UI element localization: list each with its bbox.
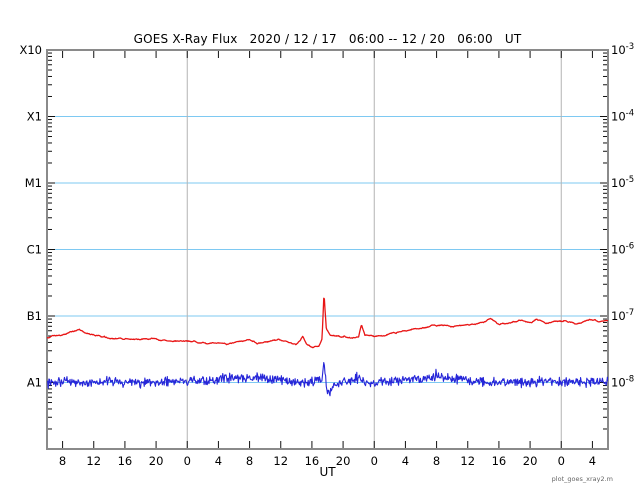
decade-gridlines [47, 116, 608, 383]
flux-power-label: 10-8 [611, 375, 634, 390]
xray-long-red-trace [47, 297, 608, 349]
flux-class-label: A1 [27, 376, 42, 390]
flux-class-label: B1 [27, 309, 42, 323]
flux-power-label: 10-4 [611, 109, 634, 124]
watermark-filename: plot_goes_xray2.m [551, 475, 613, 483]
x-tick-label: 4 [402, 454, 409, 468]
x-tick-label: 20 [149, 454, 164, 468]
x-tick-label: 0 [371, 454, 378, 468]
x-tick-label: 0 [558, 454, 565, 468]
x-tick-label: 12 [460, 454, 475, 468]
flux-class-label: X10 [19, 43, 42, 57]
x-tick-label: 20 [336, 454, 351, 468]
x-tick-label: 8 [59, 454, 66, 468]
x-tick-label: 20 [523, 454, 538, 468]
axis-labels: 8 12 16 20 0 4 8 12 16 20 0 4 8 12 16 20 0 4 X10 X1 M1 C1 B1 A1… [19, 42, 634, 468]
x-tick-label: 16 [492, 454, 507, 468]
chart-title: GOES X-Ray Flux 2020 / 12 / 17 06:00 -- … [133, 32, 522, 46]
x-tick-label: 8 [246, 454, 253, 468]
x-tick-label: 8 [433, 454, 440, 468]
flux-power-label: 10-6 [611, 242, 634, 257]
flux-class-label: X1 [27, 110, 42, 124]
flux-power-label: 10-5 [611, 175, 634, 190]
x-tick-label: 12 [273, 454, 288, 468]
x-tick-label: 16 [305, 454, 320, 468]
x-tick-label: 12 [86, 454, 101, 468]
x-tick-label: 4 [215, 454, 222, 468]
plot-frame [46, 49, 609, 450]
flux-class-label: C1 [27, 243, 42, 257]
flux-class-label: M1 [25, 176, 42, 190]
flux-power-label: 10-3 [611, 42, 634, 57]
flux-power-label: 10-7 [611, 308, 634, 323]
x-axis-label: UT [319, 465, 336, 479]
x-tick-label: 16 [118, 454, 133, 468]
x-tick-label: 0 [184, 454, 191, 468]
x-tick-label: 4 [589, 454, 596, 468]
xray-short-blue-trace [47, 362, 608, 397]
